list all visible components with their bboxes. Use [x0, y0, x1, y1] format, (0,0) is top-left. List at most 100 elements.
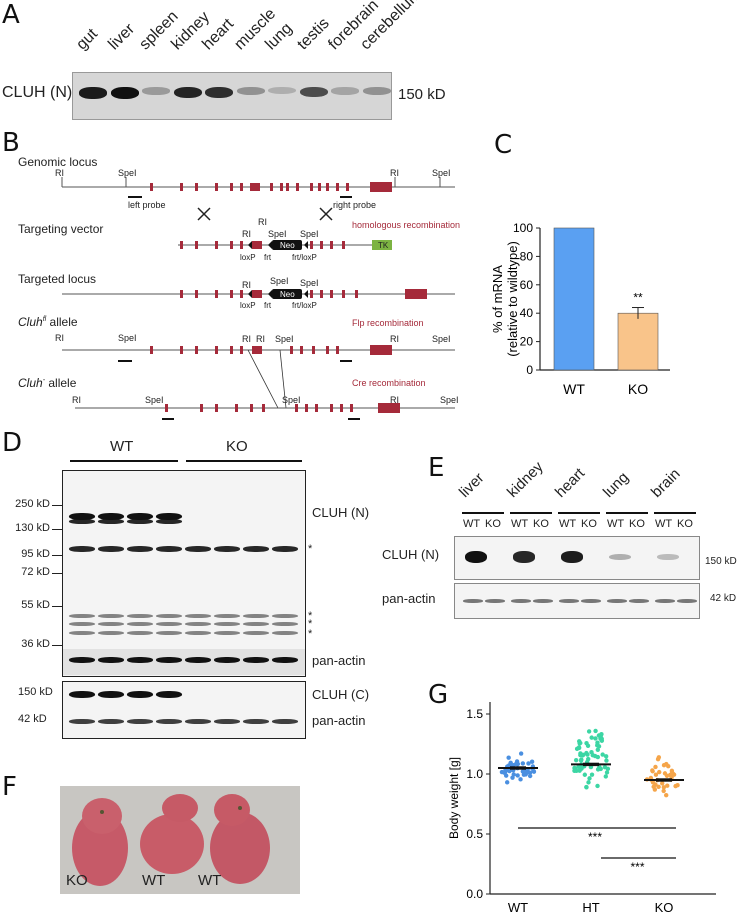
targeting-vector-title: Targeting vector	[18, 222, 104, 236]
g-point-WT	[504, 780, 510, 785]
g-point-KO	[665, 783, 670, 788]
vector-ri: RI	[258, 217, 267, 227]
panel-e-band-brain	[657, 554, 679, 560]
panel-e-band-heart	[561, 551, 583, 563]
panel-a-band-cerebellum	[362, 87, 391, 96]
panel-d-band-nonspecific-b	[214, 622, 240, 626]
panel-a-band-testis	[299, 87, 328, 98]
panel-d-band-nonspecific-b	[127, 622, 153, 626]
panel-e-actin-label: pan-actin	[382, 591, 436, 606]
fl-spei-left: SpeI	[118, 333, 137, 343]
cross-right	[319, 207, 333, 221]
panel-d-marker: 95 kD	[21, 548, 50, 560]
g-point-HT	[600, 752, 605, 757]
g-point-WT	[518, 751, 524, 756]
g-xlabel-HT: HT	[582, 900, 599, 912]
g-point-WT	[514, 759, 520, 764]
panel-d-band-nonspecific-a	[156, 614, 182, 618]
g-point-HT	[586, 780, 591, 785]
genomic-locus-title: Genomic locus	[18, 155, 98, 169]
panel-d-band-nonspecific-95	[69, 546, 95, 552]
panel-e-band-actin	[485, 599, 505, 603]
panel-e-tissue-bar	[654, 512, 696, 514]
panel-a-blot-label: CLUH (N)	[2, 84, 73, 101]
panel-d-marker-tick	[52, 606, 62, 607]
g-point-WT	[502, 770, 507, 775]
g-point-KO	[655, 757, 661, 762]
g-point-HT	[603, 754, 609, 759]
g-point-HT	[603, 774, 608, 779]
panel-e-genotype-WT: WT	[559, 518, 577, 530]
panel-e-band-liver	[465, 551, 487, 563]
g-point-KO	[650, 769, 655, 774]
panel-g-label: G	[428, 680, 449, 710]
panel-e-band-actin	[463, 599, 483, 603]
right-probe-bar	[340, 196, 352, 198]
vector-frt-loxp: frt/loxP	[292, 253, 317, 262]
cluh-null-gene: Cluh	[18, 376, 43, 390]
vector-neo: Neo	[280, 241, 295, 250]
panel-d-band-actin	[156, 657, 182, 663]
panel-d-band-nonspecific-b	[272, 622, 298, 626]
panel-d-band-actin-c	[214, 719, 240, 724]
left-probe-label: left probe	[128, 200, 166, 210]
vector-tk: TK	[378, 241, 389, 250]
panel-d-band-nonspecific-95	[243, 546, 269, 552]
panel-d-group-ko: KO	[226, 438, 248, 455]
g-point-KO	[657, 769, 662, 775]
null-spei-mid: SpeI	[282, 395, 301, 405]
g-point-HT	[589, 772, 595, 777]
panel-d-band-cluh-n-lower	[127, 519, 153, 524]
c-ytick-label: 40	[520, 306, 534, 320]
panel-d-band-nonspecific-b	[185, 622, 211, 626]
panel-e-cluh-label: CLUH (N)	[382, 547, 440, 562]
cluh-fl-sup: fl	[42, 316, 47, 323]
panel-b-construct-diagram	[61, 177, 455, 420]
fl-ri-left: RI	[55, 333, 64, 343]
g-point-HT	[589, 735, 594, 740]
locus-neo: Neo	[280, 290, 295, 299]
panel-e-tissue-brain: brain	[647, 465, 684, 501]
panel-d-asterisk-b: *	[308, 618, 313, 630]
panel-c-bar-chart: 0 20 40 60 80 100 WT ** KO % of mRNA(relative to …	[490, 221, 670, 397]
g-point-HT	[582, 772, 588, 777]
panel-e-genotype-WT: WT	[463, 518, 481, 530]
panel-d-band-nonspecific-a	[214, 614, 240, 618]
panel-e-genotype-WT: WT	[511, 518, 529, 530]
panel-d-band-actin	[243, 657, 269, 663]
locus-spei: SpeI	[270, 276, 289, 286]
panel-d-cterm-blot	[62, 681, 306, 739]
g-point-HT	[595, 747, 601, 752]
panel-d-band-actin-c	[69, 719, 95, 724]
panel-e-genotype-KO: KO	[533, 518, 549, 530]
vector-frt: frt	[264, 253, 272, 262]
panel-a-lane-testis: testis	[293, 14, 333, 54]
g-point-HT	[598, 766, 603, 772]
panel-d-band-actin	[127, 657, 153, 663]
panel-d-asterisk-c: *	[308, 628, 313, 640]
c-ylabel: % of mRNA(relative to wildtype)	[490, 241, 520, 357]
panel-d-band-actin-c	[185, 719, 211, 724]
locus-frt-loxp: frt/loxP	[292, 301, 317, 310]
panel-d-band-cluh-n-upper	[127, 513, 153, 520]
panel-d-marker-42: 42 kD	[18, 713, 47, 725]
panel-d-marker-tick	[52, 505, 62, 506]
g-point-KO	[653, 764, 658, 770]
flp-recombination-note: Flp recombination	[352, 318, 424, 328]
fl-ri-right: RI	[390, 334, 399, 344]
g-point-KO	[656, 784, 661, 790]
g-xlabel-KO: KO	[655, 900, 674, 912]
spei-site-right: SpeI	[432, 168, 451, 178]
g-point-HT	[604, 770, 610, 775]
panel-a-band-kidney	[173, 87, 202, 99]
panel-e-tissue-liver: liver	[455, 469, 488, 501]
panel-d-cluh-c-label: CLUH (C)	[312, 687, 370, 702]
c-ytick-label: 80	[520, 249, 534, 263]
panel-d-band-cluh-n-upper	[69, 513, 95, 520]
g-point-HT	[580, 752, 586, 758]
c-ytick-label: 100	[513, 221, 533, 235]
g-point-WT	[523, 772, 528, 777]
panel-e-label: E	[428, 453, 445, 483]
tk-cassette	[372, 240, 392, 250]
g-point-KO	[664, 792, 669, 798]
